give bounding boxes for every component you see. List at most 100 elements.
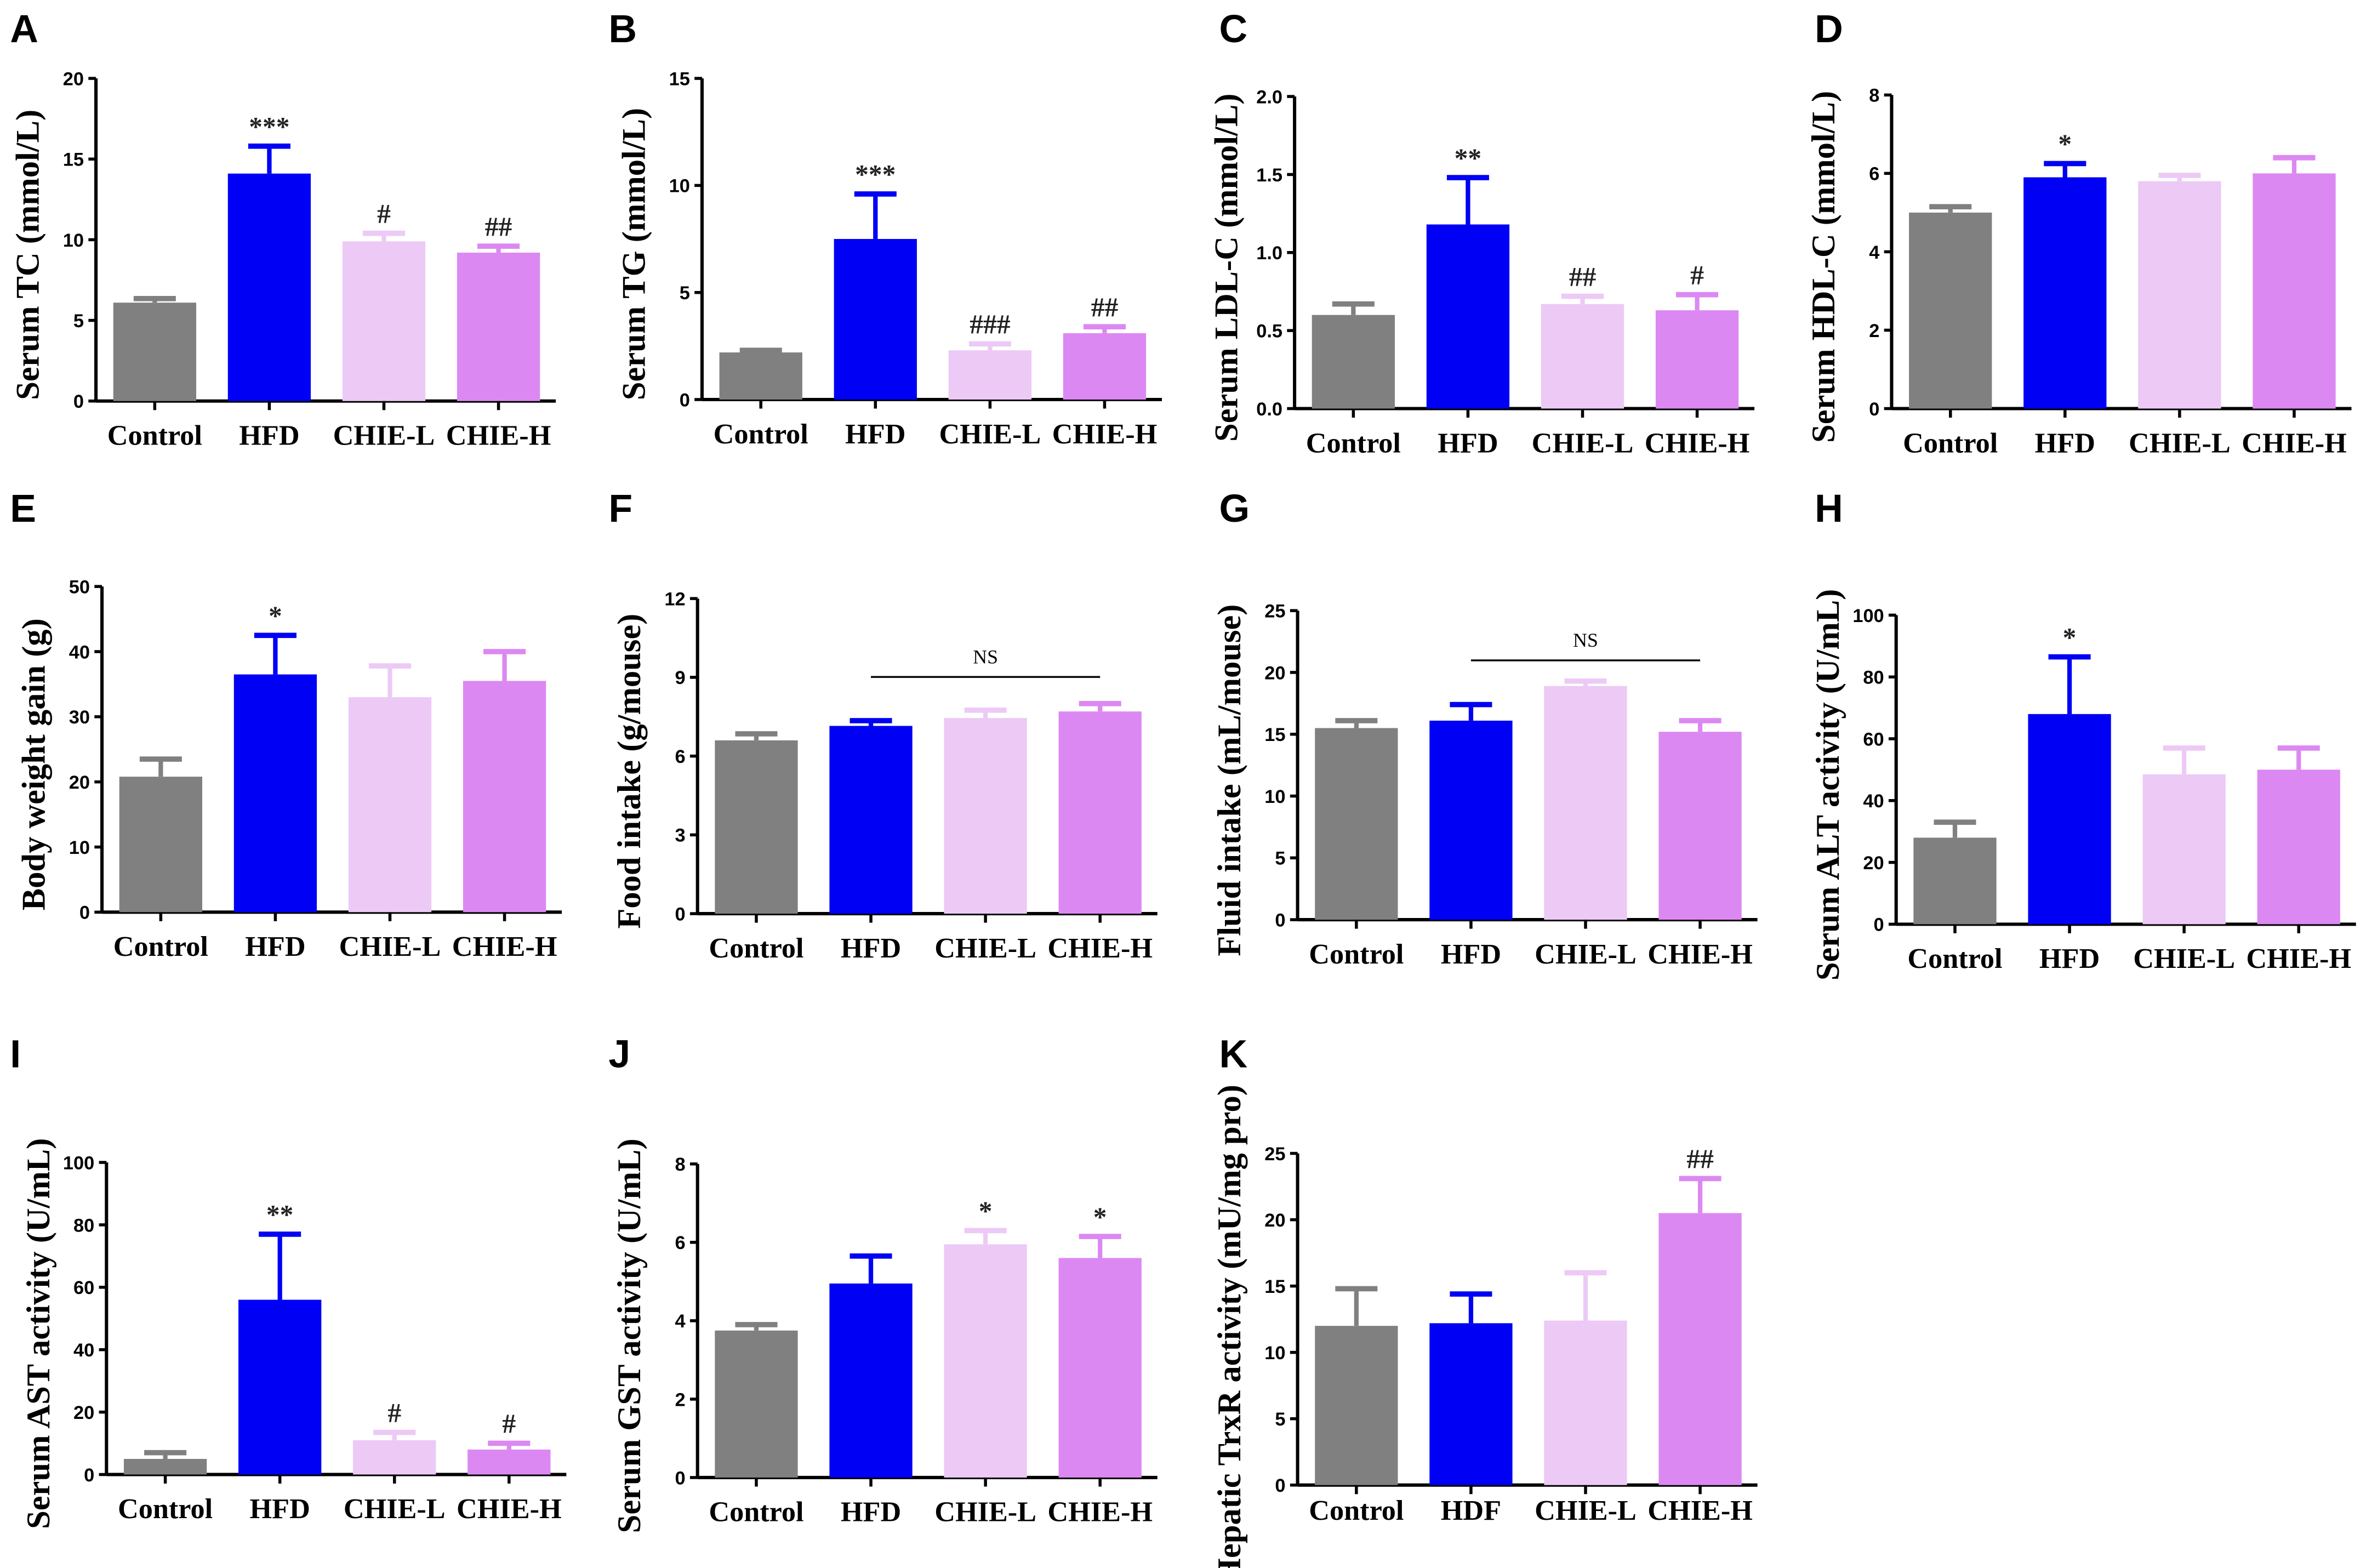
panel-label: E [10,487,36,531]
y-tick-label: 2.0 [1256,87,1282,107]
y-tick-label: 0 [1869,399,1879,420]
x-tick-label: CHIE-L [934,1496,1036,1528]
x-tick-label: Control [107,420,202,452]
y-tick-label: 9 [675,668,686,688]
y-tick-label: 50 [69,577,90,598]
bar-chie-l [944,1244,1027,1478]
x-tick-label: CHIE-H [1647,938,1753,970]
y-axis-label: Serum ALT activity (U/mL) [1810,589,1846,980]
x-tick-label: CHIE-H [1645,427,1750,459]
x-tick-label: HFD [2039,943,2100,974]
y-tick-label: 60 [1863,729,1884,750]
significance-label: # [502,1409,516,1439]
panel-label: F [608,487,632,531]
x-tick-label: CHIE-L [2129,427,2231,459]
y-tick-label: 15 [1264,1276,1285,1297]
significance-label: *** [249,111,289,141]
bar-control [1312,315,1395,409]
bar-control [1913,837,1997,925]
x-tick-label: HFD [845,418,905,450]
bar-chie-l [948,350,1032,400]
y-tick-label: 6 [675,1233,686,1253]
panel-f: F Food intake (g/mouse) 0 3 6 9 12 Control HFD CH… [608,487,1158,964]
panel-a: A Serum TC (mmol/L) 0 5 10 15 20 Control HFD *** C… [10,7,556,452]
y-tick-label: 0.5 [1256,321,1282,342]
y-tick-label: 20 [1264,1210,1285,1231]
bar-control [715,1330,798,1478]
y-tick-label: 25 [1264,1144,1285,1165]
x-tick-label: CHIE-L [1535,938,1637,970]
y-axis-label: Hepatic TrxR activity (mU/mg pro) [1211,1085,1248,1568]
bar-control [113,303,196,401]
bar-control [719,352,802,400]
y-tick-label: 20 [63,69,84,89]
y-axis-label: Fluid intake (mL/mouse) [1211,605,1248,956]
y-tick-label: 2 [1869,321,1879,341]
y-tick-label: 15 [669,69,690,89]
x-tick-label: CHIE-H [1047,1496,1153,1528]
y-tick-label: 1.5 [1256,165,1282,186]
bar-hfd [1426,224,1510,409]
bar-control [1315,1326,1398,1485]
y-tick-label: 10 [69,837,90,858]
y-tick-label: 40 [73,1340,94,1361]
y-tick-label: 10 [669,176,690,197]
y-tick-label: 25 [1264,601,1285,622]
y-tick-label: 0 [680,390,690,410]
significance-label: * [2063,622,2077,652]
x-tick-label: CHIE-L [344,1493,446,1525]
y-axis-label: Serum LDL-C (mmol/L) [1208,94,1245,442]
panel-i: I Serum AST activity (U/mL) 0 20 40 60 80 100 Co… [10,1033,567,1529]
significance-label: * [979,1196,993,1226]
bar-chie-h [1658,732,1742,920]
x-tick-label: HFD [245,931,305,962]
y-tick-label: 0 [675,1468,686,1489]
x-tick-label: CHIE-H [446,420,551,452]
x-tick-label: CHIE-L [934,932,1036,964]
panel-e: E Body weight gain (g) 0 10 20 30 40 50 Control H… [10,487,562,962]
panel-c: C Serum LDL-C (mmol/L) 0.0 0.5 1.0 1.5 2.0 Cont… [1208,7,1755,459]
ns-label: NS [1573,629,1598,651]
significance-label: ## [1091,292,1119,322]
y-tick-label: 0 [675,904,686,925]
panel-j: J Serum GST activity (U/mL) 0 2 4 6 8 Control HF… [608,1033,1158,1533]
bar-hfd [2028,714,2111,925]
y-tick-label: 20 [1863,853,1884,874]
y-tick-label: 0 [73,391,84,412]
bar-hfd [227,173,311,401]
bar-control [119,777,202,913]
bar-chie-h [468,1449,551,1475]
x-tick-label: HFD [1438,427,1498,459]
y-tick-label: 0.0 [1256,399,1282,420]
bar-chie-l [1541,304,1624,409]
bar-hfd [829,726,913,914]
bar-chie-l [348,697,432,913]
bar-chie-l [342,241,426,401]
x-tick-label: HFD [841,1496,901,1528]
x-tick-label: Control [113,931,208,962]
y-tick-label: 10 [1264,1343,1285,1364]
bar-chie-h [1063,333,1147,400]
y-tick-label: 4 [675,1311,686,1332]
x-tick-label: CHIE-H [1047,932,1153,964]
significance-label: # [387,1398,401,1428]
panel-label: D [1815,7,1843,51]
bar-chie-h [463,681,546,913]
y-tick-label: 5 [1275,848,1285,869]
x-tick-label: CHIE-H [1647,1495,1753,1526]
bar-control [1909,212,1992,409]
panel-label: J [608,1033,630,1076]
y-tick-label: 5 [1275,1409,1285,1430]
bar-chie-l [2142,774,2226,925]
significance-label: * [269,601,282,631]
y-tick-label: 15 [1264,725,1285,745]
bar-control [715,740,798,914]
y-tick-label: 0 [84,1465,94,1486]
x-tick-label: CHIE-H [2242,427,2347,459]
y-tick-label: 20 [1264,663,1285,683]
y-tick-label: 0 [1874,915,1884,936]
y-axis-label: Serum TG (mmol/L) [615,108,652,400]
y-tick-label: 80 [1863,668,1884,688]
panel-label: G [1219,487,1250,531]
